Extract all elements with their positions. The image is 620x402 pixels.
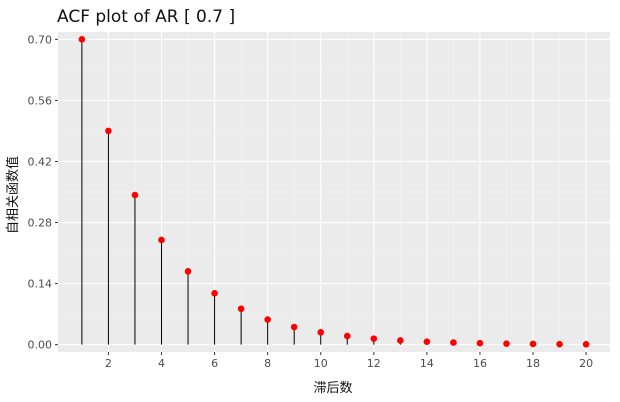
minor-gridlines-y — [58, 69, 610, 315]
acf-point — [423, 338, 431, 346]
acf-point — [105, 127, 112, 135]
x-tick-label: 20 — [579, 357, 593, 370]
acf-point — [158, 236, 165, 244]
y-tick-label: 0.42 — [28, 155, 53, 168]
x-axis-label: 滞后数 — [313, 381, 352, 396]
acf-point — [582, 341, 590, 348]
y-tick-label: 0.56 — [28, 94, 53, 107]
x-tick-label: 8 — [264, 357, 271, 370]
x-tick-label: 4 — [158, 357, 165, 370]
x-tick-label: 18 — [526, 357, 540, 370]
acf-point — [476, 339, 484, 347]
acf-point — [264, 316, 271, 323]
acf-point — [237, 305, 245, 313]
x-tick-label: 14 — [420, 357, 434, 370]
acf-points — [78, 36, 590, 348]
y-tick-label: 0.28 — [28, 217, 53, 230]
acf-point — [211, 290, 218, 297]
y-axis-label: 自相关函数值 — [5, 156, 21, 234]
acf-point — [370, 335, 378, 342]
y-tick-label: 0.00 — [28, 339, 53, 352]
x-tick-label: 12 — [367, 357, 381, 370]
acf-point — [78, 36, 86, 43]
x-tick-label: 10 — [314, 357, 328, 370]
acf-point — [529, 340, 537, 348]
acf-point — [184, 268, 192, 275]
acf-point — [556, 340, 563, 348]
acf-point — [317, 329, 325, 336]
y-tick-label: 0.70 — [28, 33, 53, 46]
acf-point — [343, 332, 351, 340]
acf-point — [131, 191, 139, 199]
chart-title: ACF plot of AR [ 0.7 ] — [57, 7, 235, 27]
major-gridlines-x — [107, 32, 587, 352]
x-tick-label: 16 — [473, 357, 487, 370]
x-tick-label: 6 — [211, 357, 218, 370]
major-gridlines-y — [58, 38, 610, 346]
acf-point — [450, 339, 457, 346]
acf-point — [503, 340, 510, 347]
y-tick-label: 0.14 — [28, 278, 53, 291]
x-axis-ticks: 2 4 6 8 10 12 14 16 18 20 — [105, 352, 593, 370]
y-axis-ticks: 0.00 0.14 0.28 0.42 0.56 0.70 — [28, 33, 58, 352]
x-tick-label: 2 — [105, 357, 112, 370]
acf-point — [397, 337, 404, 344]
acf-point — [290, 323, 298, 331]
